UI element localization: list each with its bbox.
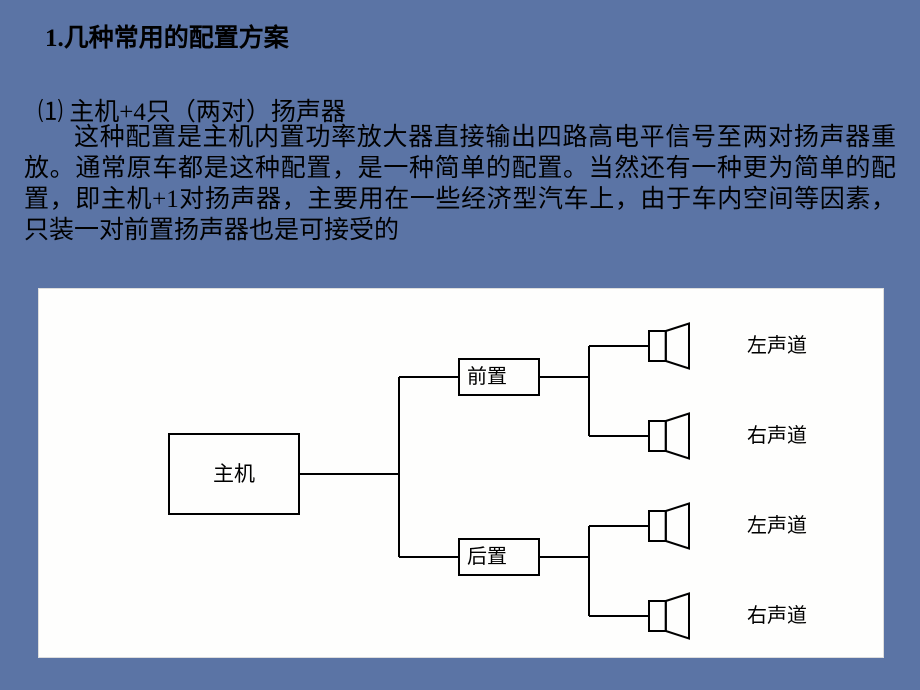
speaker-label-2: 左声道 xyxy=(747,514,807,537)
speaker-body-0 xyxy=(649,331,666,361)
speaker-body-3 xyxy=(649,601,666,631)
page-root: 1.几种常用的配置方案 ⑴ 主机+4只（两对）扬声器 这种配置是主机内置功率放大… xyxy=(0,0,920,690)
config-flowchart: 主机前置后置左声道右声道左声道右声道 xyxy=(39,289,883,657)
branch-label-1: 后置 xyxy=(467,545,507,568)
speaker-body-1 xyxy=(649,421,666,451)
section-heading: 1.几种常用的配置方案 xyxy=(45,18,289,54)
speaker-cone-2 xyxy=(666,504,689,549)
speaker-body-2 xyxy=(649,511,666,541)
branch-label-0: 前置 xyxy=(467,365,507,388)
speaker-cone-1 xyxy=(666,414,689,459)
host-label: 主机 xyxy=(213,462,255,486)
speaker-cone-3 xyxy=(666,594,689,639)
body-paragraph: 这种配置是主机内置功率放大器直接输出四路高电平信号至两对扬声器重放。通常原车都是… xyxy=(24,122,896,246)
speaker-label-0: 左声道 xyxy=(747,334,807,357)
speaker-label-3: 右声道 xyxy=(747,604,807,627)
diagram-panel: 主机前置后置左声道右声道左声道右声道 xyxy=(38,288,884,658)
speaker-cone-0 xyxy=(666,324,689,369)
speaker-label-1: 右声道 xyxy=(747,424,807,447)
